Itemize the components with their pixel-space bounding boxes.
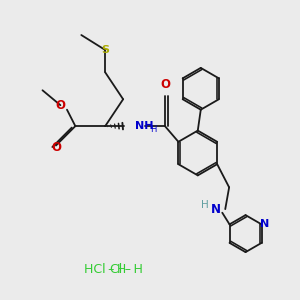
Text: N: N	[211, 203, 221, 216]
Text: H: H	[151, 125, 157, 134]
Text: N: N	[260, 219, 269, 230]
Text: HCl – H: HCl – H	[84, 263, 126, 276]
Text: O: O	[51, 140, 61, 154]
Text: Cl – H: Cl – H	[110, 263, 142, 276]
Text: S: S	[101, 45, 109, 55]
Text: NH: NH	[135, 121, 154, 131]
Text: O: O	[56, 99, 65, 112]
Text: H: H	[201, 200, 209, 210]
Text: O: O	[160, 78, 170, 91]
